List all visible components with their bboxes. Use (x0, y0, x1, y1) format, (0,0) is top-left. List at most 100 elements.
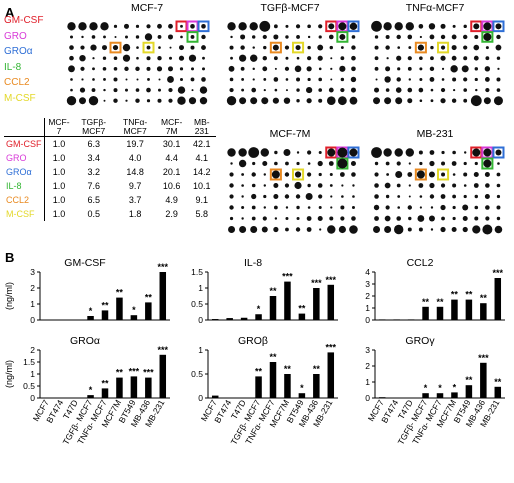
array-spot (113, 98, 118, 103)
array-spot (407, 56, 412, 61)
array-spot (340, 216, 345, 221)
array-spot (240, 45, 245, 50)
array-spot (350, 87, 356, 93)
array-spot (429, 160, 435, 167)
array-spot (295, 24, 301, 29)
array-spot (429, 182, 435, 189)
significance-label: *** (158, 262, 169, 272)
array-spot (384, 76, 391, 83)
array-spot (407, 66, 412, 71)
highlight-spot (441, 172, 446, 177)
bar (145, 377, 152, 398)
array-spot (452, 173, 456, 176)
array-spot (180, 24, 183, 28)
highlight-box (347, 20, 360, 33)
bar (451, 299, 458, 320)
array-spot (451, 98, 457, 103)
bar (407, 319, 415, 320)
significance-label: *** (158, 345, 169, 355)
array-spot (69, 55, 74, 61)
array-spot (474, 161, 478, 166)
significance-label: *** (143, 368, 154, 378)
bar (269, 296, 277, 320)
array-spot (177, 96, 186, 105)
array-spot (262, 66, 268, 72)
array-spot (274, 150, 278, 155)
array-spot (464, 151, 467, 154)
cytokine-legend: GM-CSF GRO GROα IL-8 CCL2 M-CSF (4, 15, 56, 108)
array-spot (102, 45, 107, 51)
significance-label: ** (145, 292, 153, 302)
array-spot (327, 225, 336, 234)
array-blot-tnfa-mcf7 (371, 20, 505, 107)
array-spot (375, 78, 378, 81)
array-spot (407, 227, 412, 232)
array-spot (384, 182, 391, 189)
array-spot (496, 77, 501, 82)
significance-label: ** (116, 288, 124, 298)
array-spot (495, 44, 502, 51)
array-spot (352, 195, 355, 198)
array-spot (419, 77, 423, 81)
table-row-label: CCL2 (6, 195, 30, 205)
array-spot (385, 194, 390, 199)
array-spot (374, 66, 379, 71)
array-spot (238, 22, 247, 31)
array-spot (146, 45, 151, 50)
array-spot (157, 23, 162, 29)
array-spot (462, 216, 468, 221)
array-spot (102, 56, 107, 60)
array-spot (307, 206, 311, 209)
significance-label: ** (422, 297, 430, 307)
array-spot (239, 226, 247, 233)
highlight-spot (416, 170, 425, 179)
y-tick-label: 3 (365, 279, 370, 289)
table-cell: 19.7 (114, 136, 156, 151)
array-spot (91, 35, 96, 39)
array-spot (463, 88, 468, 92)
array-spot (250, 226, 258, 233)
array-spot (250, 97, 258, 105)
array-spot (396, 161, 401, 166)
array-spot (114, 35, 117, 38)
array-spot (394, 22, 403, 31)
array-spot (113, 88, 118, 93)
array-spot (285, 78, 289, 81)
array-spot (202, 56, 205, 60)
array-spot (199, 86, 208, 94)
significance-label: ** (480, 293, 488, 303)
array-spot (318, 98, 323, 103)
array-spot (296, 35, 300, 39)
array-spot (241, 173, 245, 176)
array-spot (340, 46, 344, 49)
array-spot (470, 95, 482, 107)
array-spot (92, 57, 95, 60)
bar (159, 272, 167, 320)
array-spot (262, 161, 268, 166)
array-spot (180, 77, 183, 81)
bar (298, 313, 306, 320)
array-spot (472, 225, 481, 234)
array-spot (238, 148, 247, 157)
array-spot (252, 46, 255, 49)
array-spot (285, 206, 289, 209)
array-spot (374, 172, 379, 177)
significance-label: ** (313, 364, 321, 374)
bar (327, 284, 335, 320)
array-spot (146, 87, 151, 93)
array-spot (136, 78, 139, 81)
array-spot (339, 172, 345, 177)
array-spot (229, 194, 234, 199)
array-spot (451, 34, 457, 40)
array-spot (418, 24, 424, 29)
array-spot (273, 24, 278, 29)
array-spot (463, 24, 467, 29)
array-spot (273, 183, 279, 188)
table-cell: 1.0 (43, 165, 73, 179)
array-spot (295, 45, 301, 51)
y-tick-label: 2 (30, 283, 35, 293)
array-spot (374, 56, 379, 61)
array-spot (88, 95, 99, 106)
array-spot (350, 161, 356, 166)
